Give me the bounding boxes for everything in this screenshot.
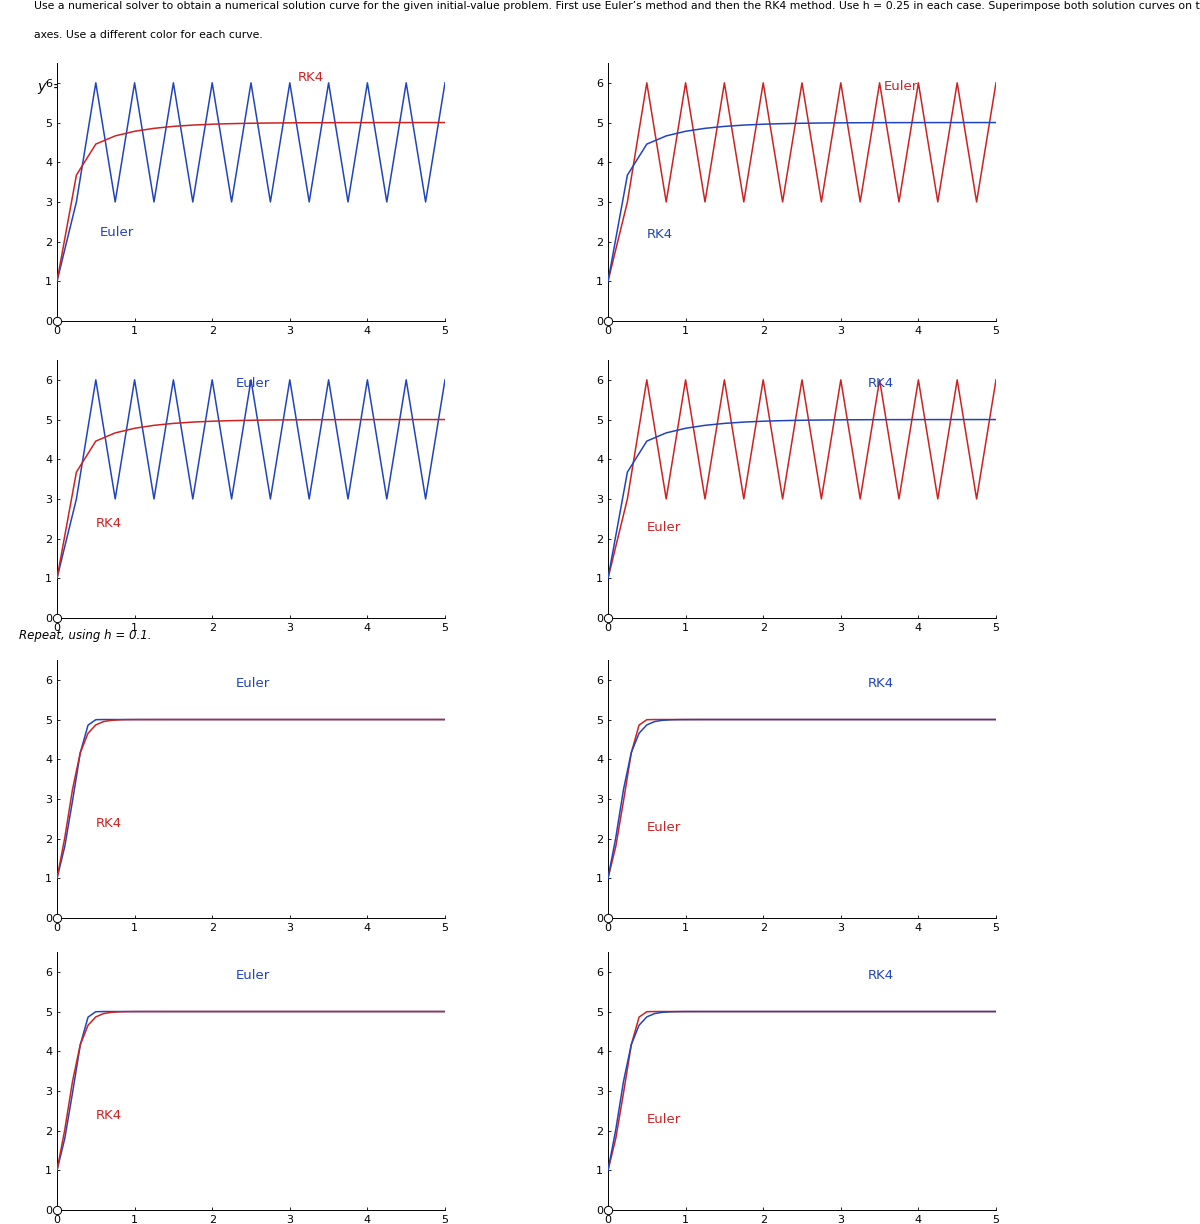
Text: RK4: RK4	[298, 71, 324, 84]
Text: RK4: RK4	[868, 969, 894, 982]
Text: Euler: Euler	[235, 377, 270, 390]
Text: axes. Use a different color for each curve.: axes. Use a different color for each cur…	[34, 31, 263, 40]
Text: Repeat, using h = 0.1.: Repeat, using h = 0.1.	[19, 629, 151, 643]
Text: RK4: RK4	[96, 816, 122, 830]
Text: y′ = y(10 − 2y),   y(0) = 1: y′ = y(10 − 2y), y(0) = 1	[38, 80, 218, 94]
Text: Euler: Euler	[883, 80, 918, 93]
Text: Euler: Euler	[235, 677, 270, 690]
Text: RK4: RK4	[96, 1109, 122, 1121]
Text: Euler: Euler	[235, 969, 270, 982]
Text: Euler: Euler	[647, 520, 682, 534]
Text: Euler: Euler	[647, 1113, 682, 1126]
Text: Use a numerical solver to obtain a numerical solution curve for the given initia: Use a numerical solver to obtain a numer…	[34, 1, 1200, 11]
Text: RK4: RK4	[868, 677, 894, 690]
Text: RK4: RK4	[868, 377, 894, 390]
Text: Euler: Euler	[647, 820, 682, 834]
Text: RK4: RK4	[96, 517, 122, 530]
Text: RK4: RK4	[647, 228, 673, 241]
Text: Euler: Euler	[100, 225, 134, 239]
